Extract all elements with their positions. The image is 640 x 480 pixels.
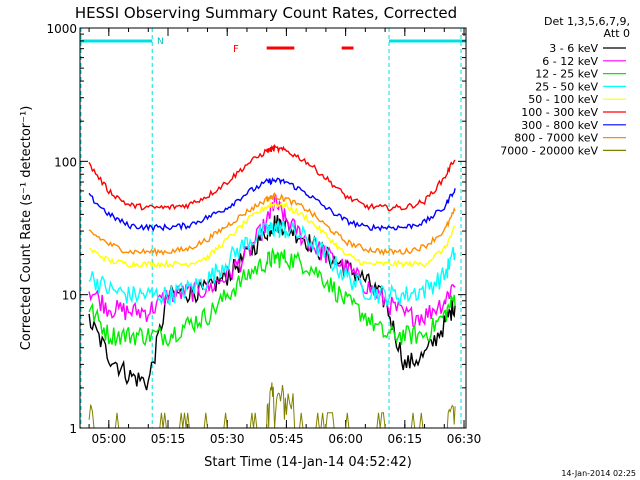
- series-line-300-800-kev: [88, 177, 456, 232]
- x-tick-label: 06:30: [447, 432, 482, 446]
- flag-F-label: F: [233, 44, 239, 55]
- y-tick-label: 1: [69, 422, 77, 436]
- legend-entry-label: 12 - 25 keV: [535, 68, 598, 81]
- flag-N-label: N: [157, 37, 164, 47]
- legend-entry-label: 6 - 12 keV: [542, 55, 598, 68]
- legend-entry-label: 25 - 50 keV: [535, 80, 598, 93]
- series-line-7000-20000-kev: [88, 382, 456, 429]
- series-line-100-300-kev: [88, 143, 456, 212]
- x-tick-label: 06:15: [388, 432, 423, 446]
- x-tick-label: 05:00: [92, 432, 127, 446]
- y-tick-label: 100: [54, 155, 77, 169]
- series-line-800-7000-kev: [88, 191, 456, 257]
- legend-entry-label: 800 - 7000 keV: [514, 132, 598, 145]
- legend-entry-label: 50 - 100 keV: [528, 93, 598, 106]
- series-line-12-25-kev: [88, 247, 456, 347]
- x-axis-label: Start Time (14-Jan-14 04:52:42): [204, 455, 412, 470]
- legend-header-line-2: Att 0: [604, 27, 630, 40]
- series-line-6-12-kev: [88, 194, 456, 328]
- series-line-25-50-kev: [88, 220, 456, 306]
- y-tick-label: 10: [62, 289, 77, 303]
- plot-frame: [79, 27, 467, 429]
- legend-entry-label: 3 - 6 keV: [549, 42, 598, 55]
- y-axis-label: Corrected Count Rate (s⁻¹ detector⁻¹): [19, 106, 34, 351]
- x-tick-label: 05:30: [210, 432, 245, 446]
- legend-entry-label: 7000 - 20000 keV: [500, 144, 598, 157]
- x-tick-label: 06:00: [328, 432, 363, 446]
- series-line-3-6-kev: [88, 215, 456, 391]
- plot-area: 1 10 100 1000 05:00 05:15 05:30 05:45 06:00 06:15…: [46, 22, 481, 446]
- legend-entry-label: 300 - 800 keV: [521, 119, 598, 132]
- footer-date: 14-Jan-2014 02:25: [561, 469, 636, 478]
- series-line-50-100-kev: [89, 200, 456, 269]
- legend-header-line-1: Det 1,3,5,6,7,9,: [544, 15, 630, 28]
- y-tick-label: 1000: [46, 22, 77, 36]
- legend-entry-label: 100 - 300 keV: [521, 106, 598, 119]
- x-tick-label: 05:45: [269, 432, 304, 446]
- x-tick-label: 05:15: [151, 432, 186, 446]
- chart-title: HESSI Observing Summary Count Rates, Cor…: [75, 4, 457, 22]
